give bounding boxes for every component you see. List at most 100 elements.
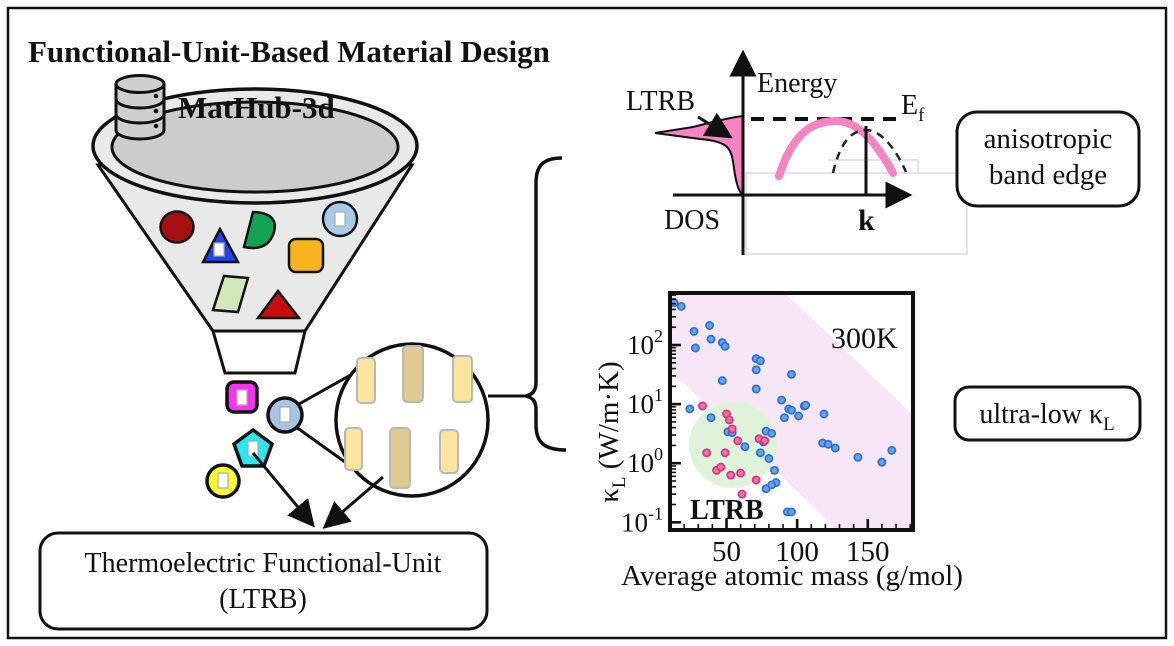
data-point — [724, 415, 734, 425]
unit-orange-square-icon — [287, 237, 325, 274]
data-point — [740, 442, 750, 452]
database-label: MatHub-3d — [178, 90, 335, 125]
data-point — [720, 341, 730, 351]
band-ltrb-label: LTRB — [626, 86, 695, 117]
funnel-graphic: MatHub-3d — [91, 74, 419, 375]
unit-lightblue-circle-icon — [321, 200, 359, 238]
data-point — [751, 475, 761, 485]
x-tick-labels: 50 100 150 — [712, 536, 890, 568]
unit-parallelogram-icon — [211, 274, 250, 314]
artifact-gray-box — [745, 172, 968, 255]
brace — [488, 156, 567, 452]
data-point — [751, 384, 761, 394]
ltrb-pointer-arrow — [697, 112, 733, 139]
y-tick-label: 101 — [627, 385, 663, 419]
y-tick-label: 10-1 — [621, 503, 663, 537]
anisotropic-callout: anisotropic band edge — [955, 110, 1141, 208]
arrow-magnifier-to-box — [322, 475, 384, 529]
scatter-points — [670, 298, 897, 517]
data-point — [823, 439, 833, 449]
database-icon — [114, 74, 166, 141]
x-axis-title: Average atomic mass (g/mol) — [621, 560, 963, 592]
artifact-gray-step — [828, 159, 919, 173]
output-box-line2: (LTRB) — [219, 584, 307, 615]
y-tick-label: 100 — [627, 444, 663, 478]
data-point — [705, 321, 715, 330]
data-point — [751, 365, 761, 375]
data-point — [777, 395, 787, 405]
data-point — [727, 424, 737, 434]
unit-blue-triangle-icon — [200, 226, 241, 264]
unit-yellow-circle-icon — [205, 463, 241, 499]
data-point — [887, 445, 897, 455]
temperature-annotation: 300K — [831, 322, 898, 355]
y-tick-labels: 102 101 100 10-1 — [621, 326, 663, 537]
data-point — [736, 468, 746, 478]
data-point — [733, 436, 743, 446]
data-point — [737, 489, 747, 499]
y-tick-label: 102 — [627, 326, 663, 360]
data-point — [702, 448, 712, 458]
data-point — [787, 369, 796, 379]
unit-green-blob-icon — [242, 210, 277, 250]
unit-red-triangle-icon — [255, 288, 302, 320]
data-point — [801, 400, 811, 410]
y-axis-title: κL (W/m·K) — [593, 361, 630, 502]
x-tick-label: 50 — [712, 536, 741, 568]
figure-border — [6, 6, 1168, 640]
data-point — [706, 334, 716, 344]
magnifier-zoom — [295, 342, 490, 498]
data-point — [767, 480, 777, 490]
data-point — [830, 443, 840, 453]
anisotropic-line1: anisotropic — [984, 123, 1113, 155]
ultralow-callout: ultra-low κL — [953, 385, 1142, 442]
arrow-pentagon-to-box — [251, 452, 315, 528]
dos-axis-label: DOS — [664, 205, 720, 236]
x-tick-label: 150 — [846, 536, 890, 568]
data-point — [720, 448, 730, 458]
data-point — [853, 452, 863, 462]
data-point — [690, 343, 700, 353]
data-point — [819, 409, 829, 419]
unit-magenta-square-icon — [225, 380, 259, 414]
anisotropic-line2: band edge — [989, 159, 1107, 191]
data-point — [717, 376, 727, 386]
data-point — [767, 428, 777, 438]
ltrb-region-circle — [689, 402, 777, 488]
data-point — [787, 405, 796, 415]
fermi-level-label: Ef — [901, 90, 925, 126]
data-point — [685, 404, 695, 414]
axis-ticks — [670, 294, 911, 530]
data-point — [764, 454, 774, 463]
data-point — [787, 507, 796, 517]
x-tick-label: 100 — [775, 536, 819, 568]
k-axis-label: k — [858, 204, 875, 237]
data-point — [755, 356, 765, 366]
funnel-spout — [211, 329, 307, 375]
unit-steelblue-circle-icon — [266, 396, 304, 434]
data-point — [755, 448, 765, 458]
data-point — [877, 457, 887, 467]
scatter-chart: 50 100 150 102 101 100 10-1 300K LTRB Average… — [593, 291, 963, 592]
output-box-line1: Thermoelectric Functional-Unit — [85, 548, 442, 579]
energy-axis-label: Energy — [757, 68, 837, 99]
anisotropic-band-curve — [775, 116, 897, 180]
unit-cyan-pentagon-icon — [231, 427, 275, 468]
data-point — [779, 413, 789, 423]
data-point — [676, 301, 686, 311]
data-point — [760, 436, 770, 446]
data-point — [716, 462, 726, 472]
data-point — [698, 401, 707, 411]
functional-unit-bars — [344, 345, 473, 489]
data-point — [689, 326, 699, 336]
ltrb-region-label: LTRB — [690, 495, 764, 526]
data-point — [706, 413, 716, 423]
figure-title: Functional-Unit-Based Material Design — [28, 34, 550, 69]
ultralow-label: ultra-low κL — [979, 399, 1114, 435]
data-point — [794, 411, 804, 421]
dos-peak-shape — [654, 114, 744, 199]
data-point — [726, 470, 736, 480]
plot-border — [668, 291, 915, 532]
band-diagram: LTRB Energy DOS k Ef — [626, 49, 968, 255]
